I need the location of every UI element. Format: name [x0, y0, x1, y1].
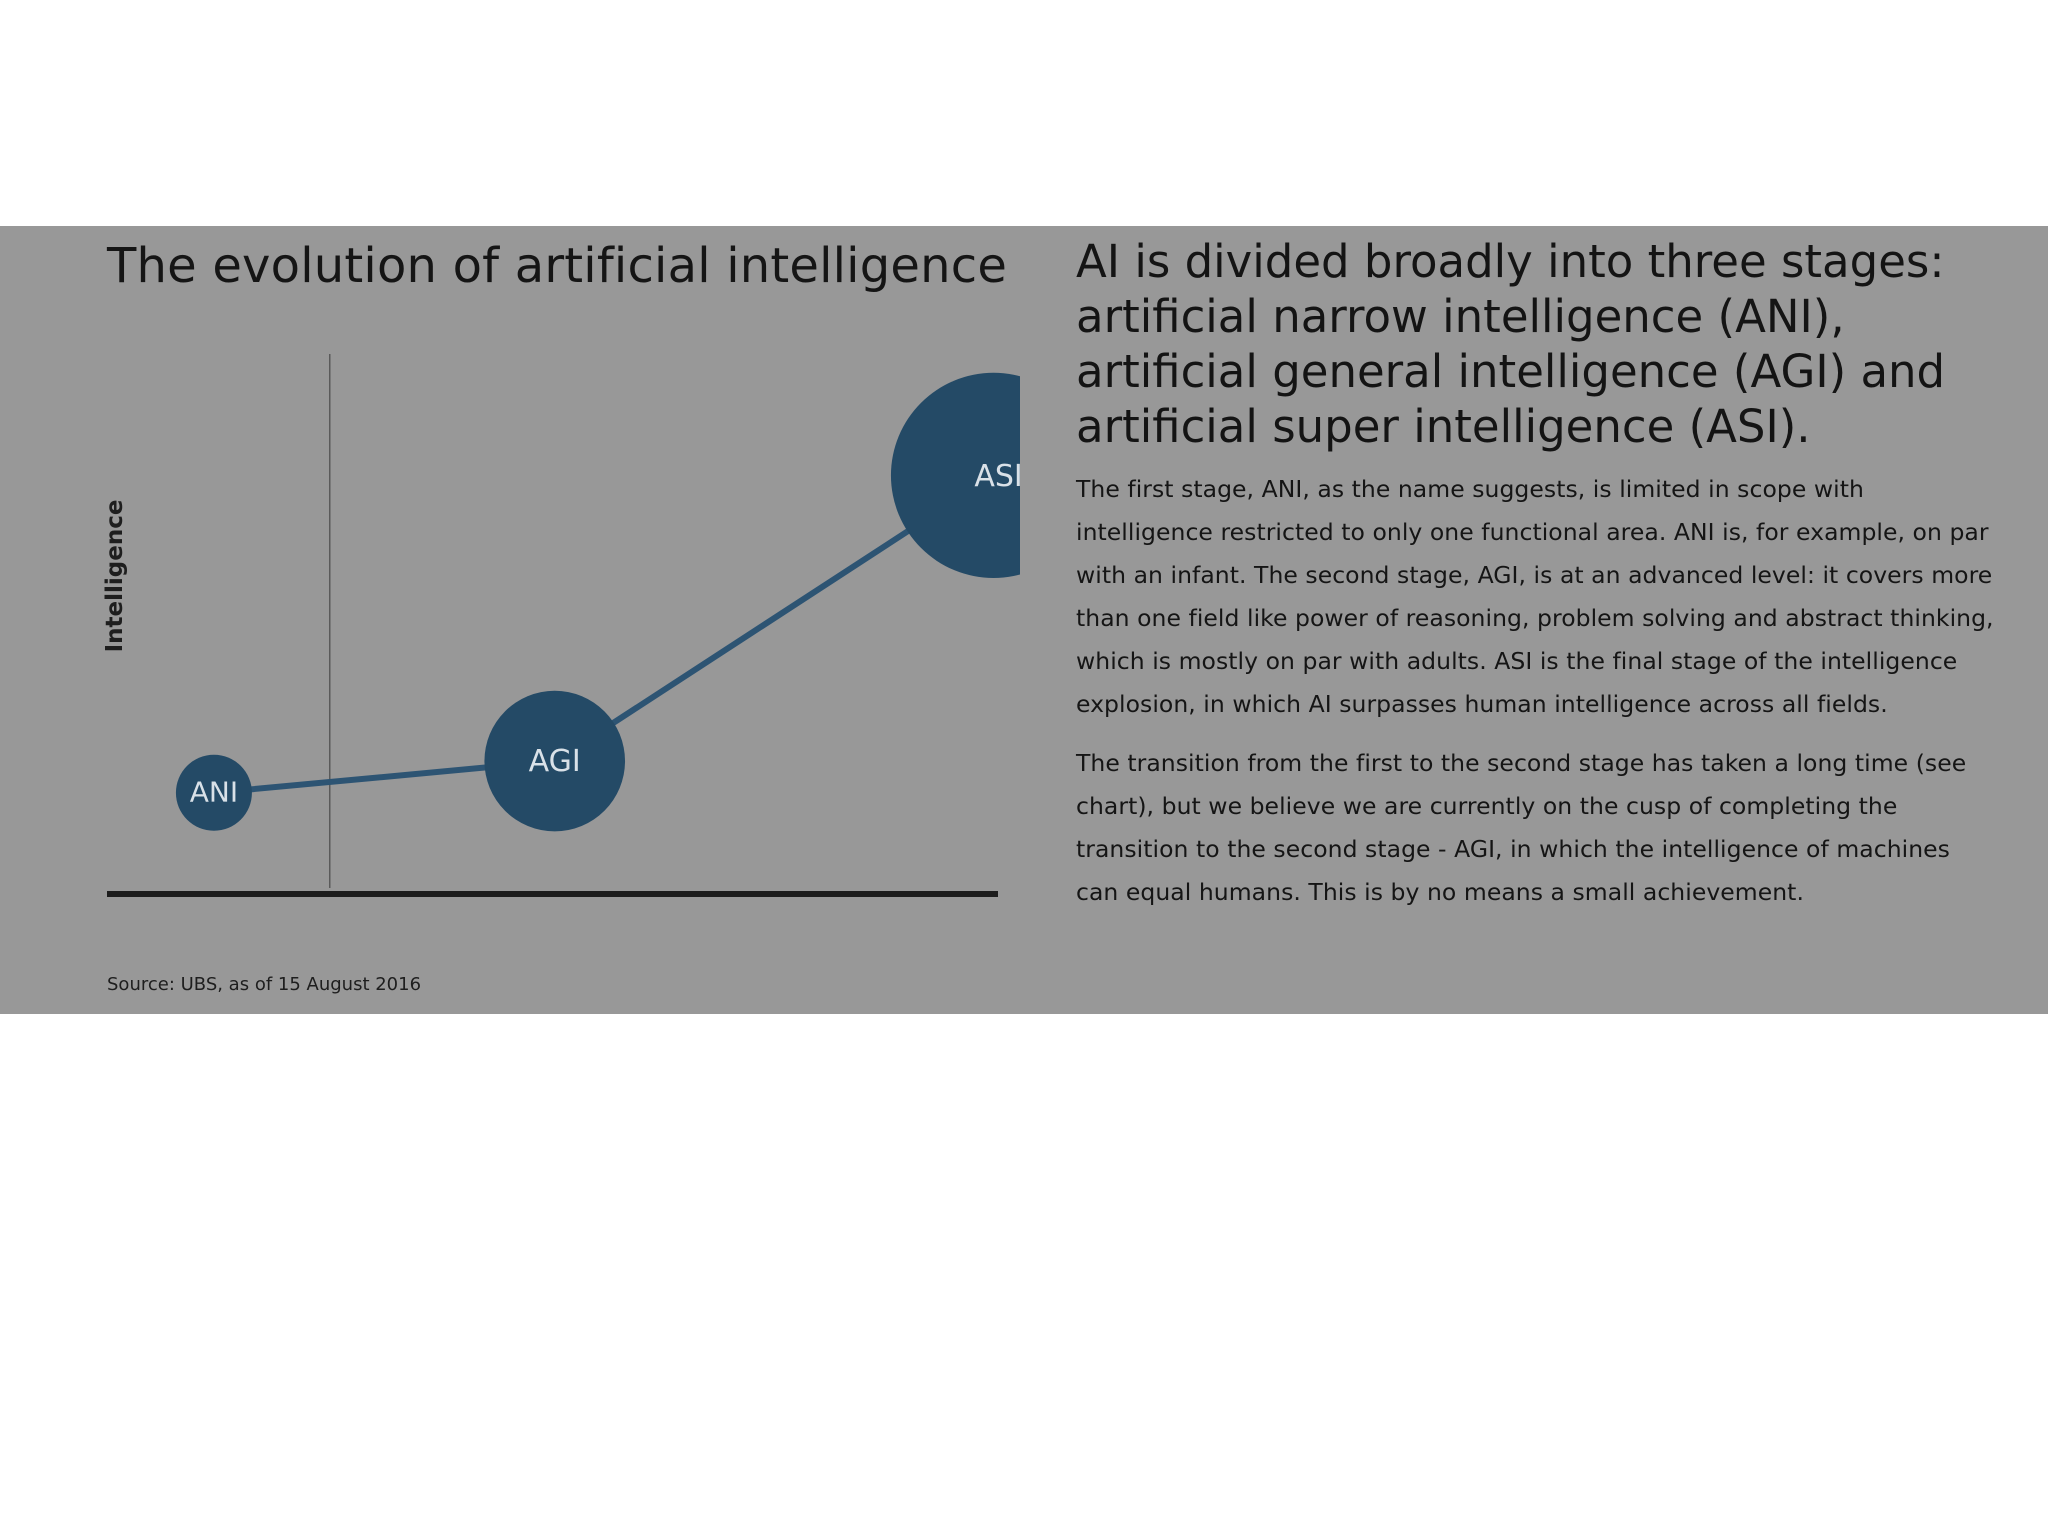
x-tick-label: 2020: [523, 913, 581, 914]
bubble-asi: [890, 372, 1020, 578]
article-paragraph-2: The transition from the first to the sec…: [1076, 749, 1967, 906]
bubble-label-agi: AGI: [529, 744, 581, 779]
article-paragraph-1: The first stage, ANI, as the name sugges…: [1076, 475, 1994, 718]
x-tick-label: 2050: [746, 913, 804, 914]
bubble-ani: [175, 754, 252, 831]
article-column: AI is divided broadly into three stages:…: [1076, 234, 1996, 914]
x-tick-label: > 2050: [915, 913, 998, 914]
bubble-agi: [484, 690, 626, 832]
x-tick-label: 2016: [301, 913, 359, 914]
evolution-chart: <2016 2016 2020 2050 > 2050 Intelligence ANI AG…: [102, 354, 1020, 914]
bubble-label-asi: ASI: [974, 459, 1020, 494]
chart-title: The evolution of artificial intelligence: [107, 238, 1008, 294]
content-panel: The evolution of artificial intelligence…: [0, 226, 2048, 1014]
bubble-label-ani: ANI: [190, 776, 238, 809]
y-axis-label: Intelligence: [102, 500, 128, 653]
x-tick-label: <2016: [107, 913, 183, 914]
chart-source-note: Source: UBS, as of 15 August 2016: [107, 974, 422, 995]
article-headline: AI is divided broadly into three stages:…: [1076, 235, 1946, 453]
